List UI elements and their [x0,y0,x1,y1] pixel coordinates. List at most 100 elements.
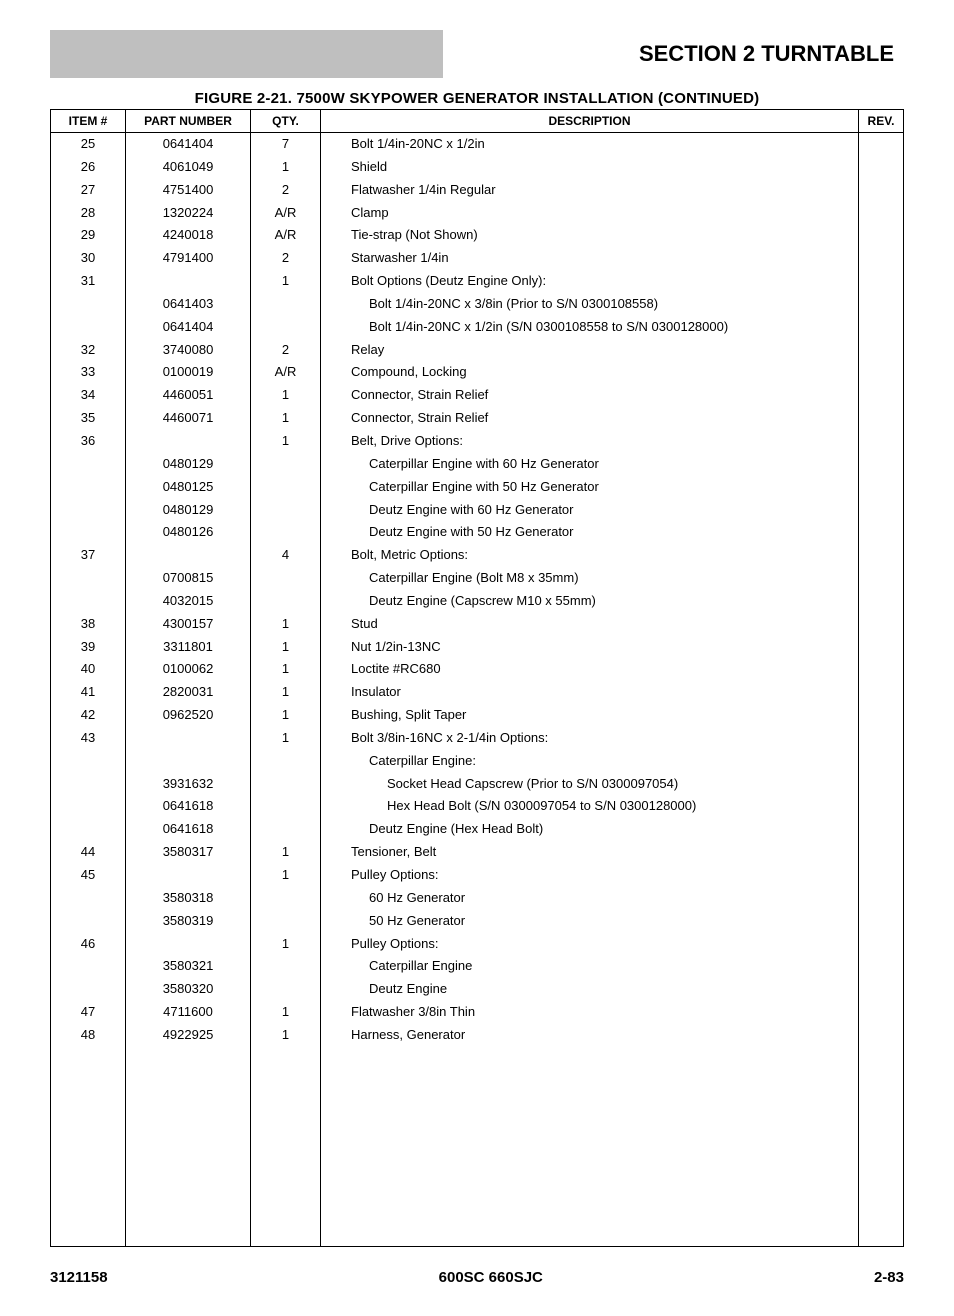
cell-item [51,773,126,796]
cell-rev [859,681,904,704]
table-row: 0641404Bolt 1/4in-20NC x 1/2in (S/N 0300… [51,316,904,339]
cell-desc: Caterpillar Engine [321,955,859,978]
filler-cell [321,1047,859,1247]
cell-rev [859,750,904,773]
table-row: 3933118011Nut 1/2in-13NC [51,636,904,659]
cell-desc: Bolt 1/4in-20NC x 1/2in [321,133,859,156]
cell-desc: Caterpillar Engine with 50 Hz Generator [321,476,859,499]
cell-qty: 1 [251,156,321,179]
cell-qty [251,773,321,796]
cell-desc: Pulley Options: [321,864,859,887]
cell-qty: 2 [251,179,321,202]
cell-item: 48 [51,1024,126,1047]
cell-desc: Caterpillar Engine (Bolt M8 x 35mm) [321,567,859,590]
page: SECTION 2 TURNTABLE FIGURE 2-21. 7500W S… [0,0,954,1316]
cell-qty: 4 [251,544,321,567]
header-gray-block [50,30,443,78]
cell-part: 0480126 [126,521,251,544]
col-header-qty: QTY. [251,110,321,133]
cell-desc: Loctite #RC680 [321,658,859,681]
cell-qty: 1 [251,636,321,659]
cell-part: 0100019 [126,361,251,384]
cell-rev [859,407,904,430]
cell-part: 0641618 [126,795,251,818]
table-row: 461Pulley Options: [51,933,904,956]
cell-desc: Insulator [321,681,859,704]
cell-qty [251,590,321,613]
table-row: 0480129 Deutz Engine with 60 Hz Generator [51,499,904,522]
table-filler-row [51,1047,904,1247]
cell-qty [251,795,321,818]
cell-item: 25 [51,133,126,156]
table-row: 431Bolt 3/8in-16NC x 2-1/4in Options: [51,727,904,750]
cell-qty: 1 [251,727,321,750]
parts-table: ITEM # PART NUMBER QTY. DESCRIPTION REV.… [50,109,904,1247]
cell-part: 4240018 [126,224,251,247]
table-row: 4849229251Harness, Generator [51,1024,904,1047]
filler-cell [859,1047,904,1247]
table-row: 0480126Deutz Engine with 50 Hz Generator [51,521,904,544]
cell-rev [859,521,904,544]
cell-item [51,476,126,499]
col-header-item: ITEM # [51,110,126,133]
cell-qty [251,521,321,544]
cell-rev [859,636,904,659]
cell-part: 0480129 [126,499,251,522]
cell-item: 45 [51,864,126,887]
cell-rev [859,590,904,613]
table-row: 3931632Socket Head Capscrew (Prior to S/… [51,773,904,796]
cell-item: 40 [51,658,126,681]
cell-desc: Flatwasher 3/8in Thin [321,1001,859,1024]
cell-part: 3580317 [126,841,251,864]
cell-rev [859,933,904,956]
cell-desc: Deutz Engine with 60 Hz Generator [321,499,859,522]
cell-item [51,955,126,978]
cell-qty [251,750,321,773]
footer-center: 600SC 660SJC [439,1269,543,1286]
cell-part: 4922925 [126,1024,251,1047]
cell-desc: Shield [321,156,859,179]
footer-left: 3121158 [50,1269,108,1286]
cell-rev [859,727,904,750]
cell-item [51,887,126,910]
cell-item: 26 [51,156,126,179]
filler-cell [126,1047,251,1247]
cell-qty [251,499,321,522]
cell-qty: 1 [251,430,321,453]
cell-desc: Bushing, Split Taper [321,704,859,727]
cell-desc: Bolt 1/4in-20NC x 3/8in (Prior to S/N 03… [321,293,859,316]
cell-rev [859,795,904,818]
table-row: 361Belt, Drive Options: [51,430,904,453]
cell-qty: 2 [251,339,321,362]
cell-item: 29 [51,224,126,247]
cell-desc: Socket Head Capscrew (Prior to S/N 03000… [321,773,859,796]
cell-desc: Hex Head Bolt (S/N 0300097054 to S/N 030… [321,795,859,818]
cell-part: 3740080 [126,339,251,362]
cell-item [51,316,126,339]
cell-part: 3311801 [126,636,251,659]
table-row: 3444600511Connector, Strain Relief [51,384,904,407]
cell-qty: 2 [251,247,321,270]
cell-part: 0962520 [126,704,251,727]
cell-desc: Stud [321,613,859,636]
cell-item [51,818,126,841]
cell-rev [859,133,904,156]
cell-part: 3580321 [126,955,251,978]
cell-part: 4751400 [126,179,251,202]
cell-desc: Tensioner, Belt [321,841,859,864]
cell-part [126,750,251,773]
table-row: 294240018A/RTie-strap (Not Shown) [51,224,904,247]
cell-part: 0641403 [126,293,251,316]
table-row: 4128200311Insulator [51,681,904,704]
cell-rev [859,773,904,796]
table-row: 3580321 Caterpillar Engine [51,955,904,978]
table-row: 3843001571Stud [51,613,904,636]
cell-rev [859,202,904,225]
cell-rev [859,1001,904,1024]
cell-rev [859,613,904,636]
cell-item [51,521,126,544]
table-row: 0480129Caterpillar Engine with 60 Hz Gen… [51,453,904,476]
cell-item: 33 [51,361,126,384]
cell-qty: A/R [251,361,321,384]
table-row: 2506414047Bolt 1/4in-20NC x 1/2in [51,133,904,156]
